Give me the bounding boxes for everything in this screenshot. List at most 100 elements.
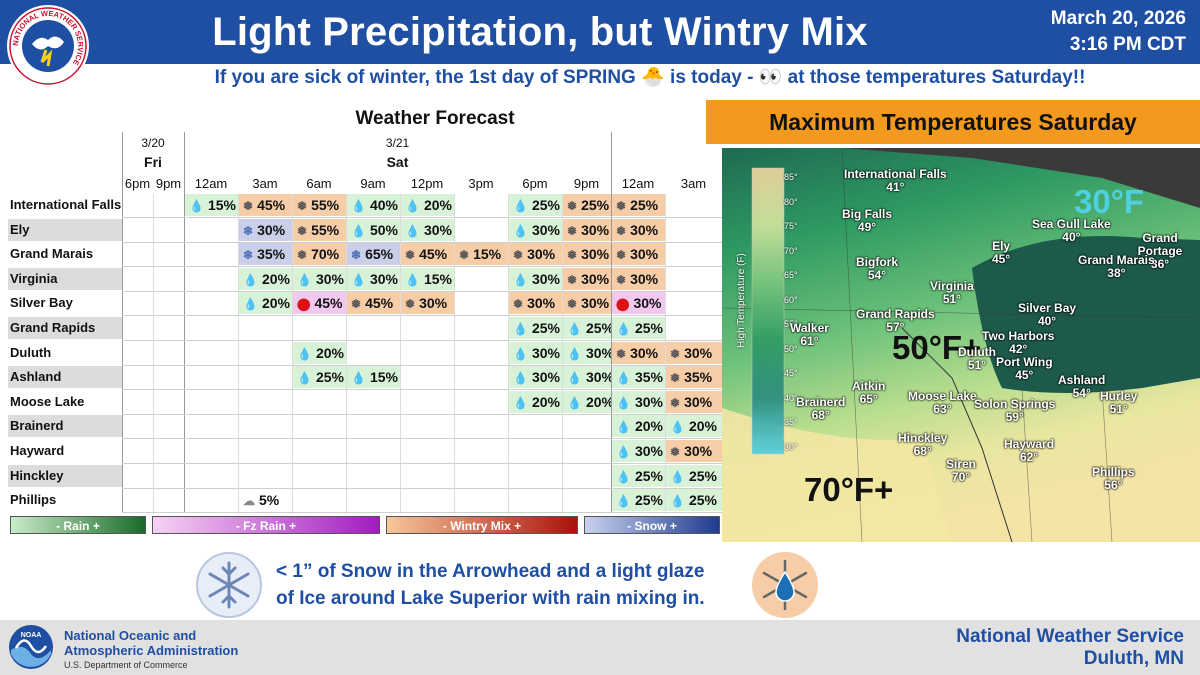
raindrop-icon: 💧 [567, 371, 582, 386]
precip-chance: 45% [314, 295, 343, 312]
wintry-mix-icon: ❅ [567, 248, 578, 263]
precip-chance: 30% [531, 369, 560, 386]
city-temp: 38° [1107, 266, 1126, 280]
snowflake-icon: ❄ [243, 223, 254, 238]
precip-chance: 45% [419, 246, 448, 263]
forecast-cell: 💧25% [612, 489, 665, 512]
city-name: Hurley [1100, 389, 1138, 403]
forecast-cell: 💧20% [401, 194, 454, 216]
forecast-cell: ❅ 30% [509, 243, 562, 266]
precip-chance: 45% [365, 295, 394, 312]
city-label: Grand Marais 38° [1078, 254, 1155, 280]
precip-chance: 25% [630, 197, 659, 213]
forecast-cell: ❅ 55% [293, 194, 346, 216]
legend-snow: - Snow + [584, 516, 720, 534]
raindrop-icon: 💧 [670, 420, 685, 435]
row-divider [122, 463, 722, 464]
city-label: Port Wing 45° [996, 356, 1053, 382]
raindrop-icon: 💧 [616, 469, 631, 484]
row-label: Phillips [10, 492, 57, 508]
precip-chance: 30% [630, 270, 659, 287]
city-label: Virginia 51° [930, 280, 974, 306]
day-date: 3/20 [141, 136, 165, 150]
raindrop-icon: 💧 [243, 272, 258, 287]
precip-chance: 25% [634, 492, 663, 509]
city-name: Big Falls [842, 207, 893, 221]
city-label: Hinckley 68° [898, 432, 947, 458]
noaa-department: U.S. Department of Commerce [64, 660, 188, 670]
wintry-mix-icon: ❅ [243, 199, 254, 213]
precip-chance: 25% [585, 320, 611, 336]
wintry-mix-icon: ❅ [567, 199, 578, 213]
forecast-cell: ❄ 65% [347, 243, 400, 266]
precip-chance: 20% [531, 393, 560, 410]
forecast-cell: 💧25% [666, 464, 722, 487]
city-name: Silver Bay [1018, 301, 1077, 315]
nws-location: Duluth, MN [1083, 648, 1184, 669]
forecast-cell: ❅ 30% [612, 218, 665, 241]
city-name: Aitkin [852, 379, 886, 393]
grid-line [238, 194, 239, 514]
raindrop-icon: 💧 [513, 395, 528, 410]
precip-chance: 40% [369, 197, 398, 213]
precip-chance: 20% [315, 344, 344, 361]
row-divider [122, 413, 722, 415]
forecast-cell: 💧 15% [347, 366, 400, 389]
forecast-cell: ⬤ 45% [293, 292, 346, 315]
grid-line [122, 132, 123, 512]
raindrop-icon: 💧 [513, 346, 528, 361]
raindrop-icon: 💧 [351, 371, 366, 386]
hour-label: 3pm [468, 176, 494, 191]
precip-chance: 30% [634, 443, 663, 459]
row-divider [122, 340, 722, 341]
forecast-cell: ⬤ 30% [612, 292, 665, 315]
city-name: Solon Springs [974, 397, 1056, 411]
precip-chance: 30% [630, 344, 659, 361]
city-label: Hurley 51° [1100, 390, 1137, 416]
precip-chance: 15% [423, 270, 452, 287]
city-temp: 57° [886, 320, 905, 334]
temperature-scale-label: High Temperature (F) [736, 253, 747, 348]
city-label: Grand Portage 36° [1120, 232, 1200, 271]
raindrop-icon: 💧 [513, 272, 528, 287]
wintry-mix-icon: ❅ [616, 199, 627, 213]
callout-line-1: < 1” of Snow in the Arrowhead and a ligh… [276, 561, 705, 582]
forecast-cell: ❅ 35% [666, 366, 722, 389]
scale-tick: 60° [784, 294, 798, 305]
forecast-cell: 💧20% [293, 341, 346, 364]
snowflake-icon: ❄ [243, 248, 254, 263]
forecast-cell: 💧30% [509, 341, 562, 364]
forecast-cell: 💧25% [293, 366, 346, 389]
raindrop-icon: 💧 [351, 223, 366, 238]
map-body: High Temperature (F) 30°F 50°F+ 70°F+ 85… [722, 148, 1200, 542]
forecast-cell: 💧20% [612, 415, 665, 438]
legend-rain: - Rain + [10, 516, 146, 534]
nws-name: National Weather Service [956, 626, 1184, 647]
legend-freezing-rain: - Fz Rain + [152, 516, 380, 534]
noaa-logo-text: NOAA [21, 632, 42, 639]
precip-chance: 30% [581, 270, 610, 287]
label-30f: 30°F [1074, 183, 1145, 220]
precip-chance: 30% [527, 295, 556, 312]
precip-chance: 45% [257, 197, 286, 213]
city-temp: 40° [1037, 314, 1057, 328]
raindrop-icon: 💧 [616, 420, 631, 435]
precip-chance: 20% [585, 393, 611, 410]
city-temp: 62° [1019, 450, 1039, 464]
forecast-cell: ❅ 25% [563, 194, 611, 216]
raindrop-icon: 💧 [405, 199, 420, 213]
city-temp: 45° [1015, 368, 1034, 382]
scale-tick: 35° [784, 417, 798, 427]
forecast-cell: 💧30% [509, 218, 562, 241]
callout-line-2: of Ice around Lake Superior with rain mi… [276, 588, 705, 609]
grid-line [508, 194, 509, 514]
row-label: Ely [8, 218, 122, 241]
forecast-cell: 💧 15% [185, 194, 238, 216]
city-temp: 70° [951, 470, 971, 484]
forecast-cell: ❅ 30% [563, 292, 611, 315]
wintry-mix-icon: ❅ [567, 297, 578, 312]
forecast-cell: 💧 15% [401, 267, 454, 290]
city-name: Duluth [958, 345, 996, 359]
scale-tick: 70° [784, 245, 798, 256]
wintry-mix-icon: ❅ [351, 297, 362, 312]
